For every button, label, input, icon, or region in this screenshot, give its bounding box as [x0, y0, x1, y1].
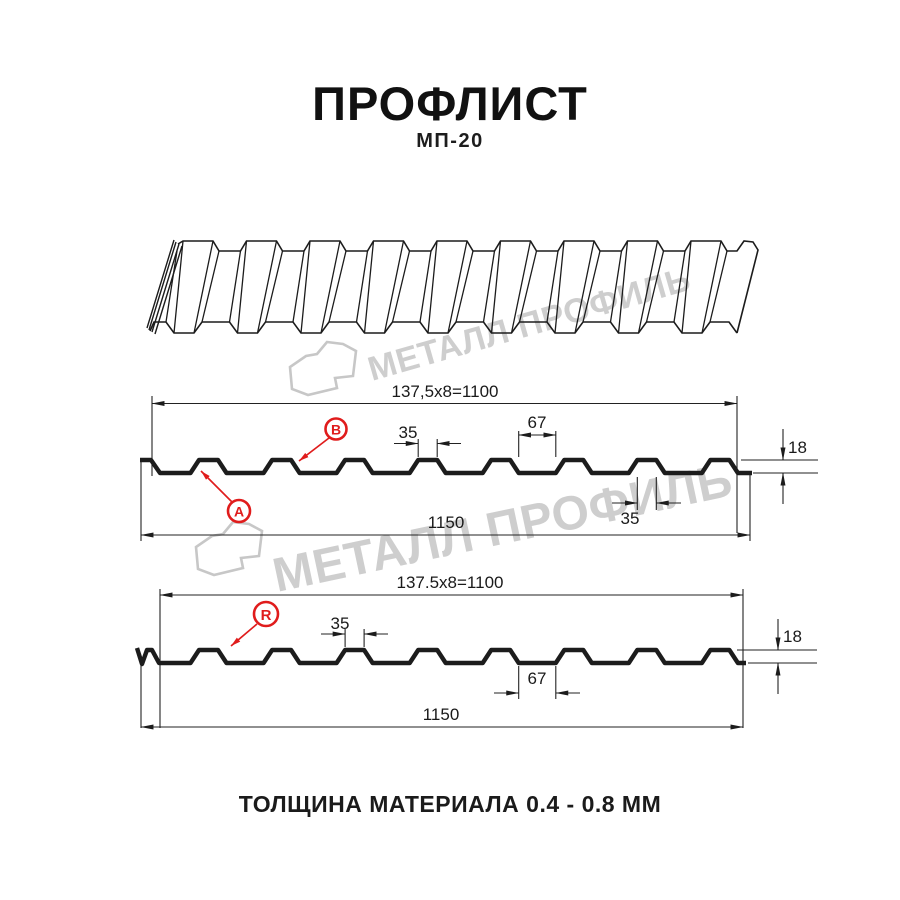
page-title: ПРОФЛИСТ [312, 77, 588, 130]
profile-outline-top [140, 457, 752, 476]
dim-module-width-bottom: 137.5x8=1100 [397, 573, 504, 592]
dim-overall-width-bottom: 1150 [423, 705, 460, 724]
side-label-b: B [298, 417, 348, 462]
svg-text:R: R [261, 607, 272, 624]
material-thickness-note: ТОЛЩИНА МАТЕРИАЛА 0.4 - 0.8 ММ [238, 791, 662, 817]
side-label-r: R [230, 600, 280, 647]
profile-section-bottom: 137.5x8=1100 35 67 18 1150 R [134, 573, 817, 730]
dim-module-width-top: 137,5x8=1100 [392, 382, 499, 401]
dim-profile-height: 18 [788, 438, 807, 457]
profile-section-top: 137,5x8=1100 35 67 18 35 1150 B A [140, 382, 818, 541]
svg-text:B: B [331, 422, 341, 438]
sheet-3d-drawing [146, 239, 759, 335]
svg-text:A: A [234, 504, 244, 520]
dim-rib-spacing: 67 [528, 413, 547, 432]
dim-rib-top-width: 35 [331, 614, 350, 633]
dim-valley-width: 67 [528, 669, 547, 688]
dim-profile-height: 18 [783, 627, 802, 646]
dim-groove-width: 35 [621, 509, 640, 528]
side-label-a: A [200, 470, 252, 524]
watermark-logo-icon [288, 340, 358, 397]
product-code: МП-20 [416, 130, 484, 152]
dim-overall-width-top: 1150 [428, 513, 465, 532]
watermark-logo-icon [194, 520, 264, 577]
profile-outline-bottom [134, 647, 746, 667]
dim-rib-top-width: 35 [399, 423, 418, 442]
